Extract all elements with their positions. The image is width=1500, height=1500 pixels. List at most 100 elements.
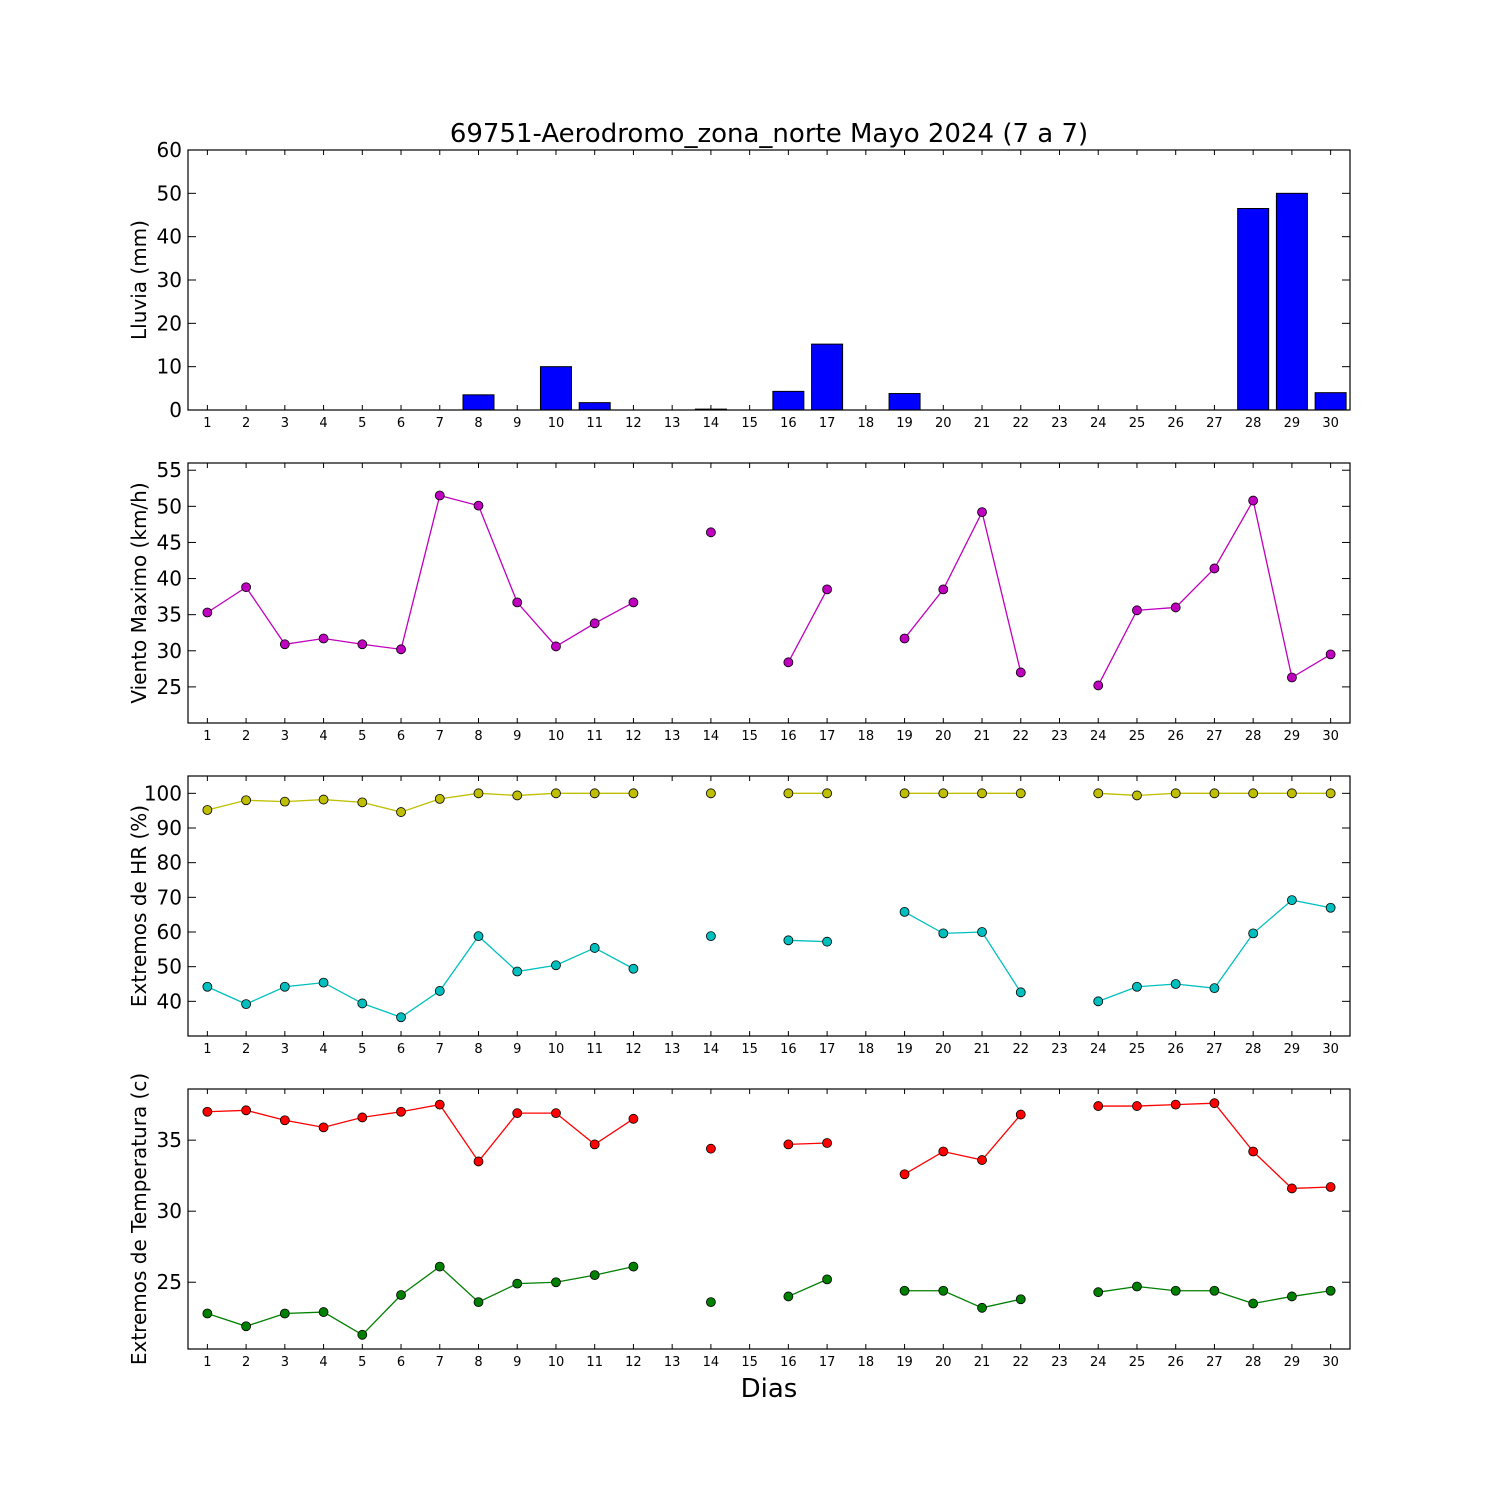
data-point (1093, 788, 1104, 799)
x-tick-label: 3 (281, 1355, 289, 1370)
data-point (1248, 1146, 1259, 1157)
data-point (706, 788, 716, 799)
data-point (434, 1099, 445, 1110)
y-axis-label: Lluvia (mm) (127, 220, 151, 340)
data-point (977, 1155, 987, 1165)
y-tick-label: 45 (157, 530, 182, 554)
x-tick-label: 9 (513, 1042, 521, 1057)
data-point (899, 788, 910, 799)
data-point (473, 931, 484, 942)
data-point (938, 928, 949, 939)
x-tick-label: 22 (1012, 1355, 1029, 1370)
x-tick-label: 27 (1206, 1355, 1223, 1370)
chart-panel-3: 1 2 3 4 5 6 7 8 9 10 11 12 13 14 15 16 17 18 19 20 21 22 23 24 2… (127, 775, 1351, 1057)
x-tick-label: 18 (858, 1042, 875, 1057)
bar (1275, 192, 1308, 411)
x-tick-label: 2 (242, 729, 250, 744)
data-point (551, 960, 561, 971)
x-tick-label: 12 (625, 416, 642, 431)
x-tick-label: 6 (397, 729, 405, 744)
series-line (788, 939, 828, 943)
x-tick-label: 4 (319, 729, 327, 744)
x-tick-label: 1 (203, 416, 211, 431)
x-tick-label: 10 (548, 416, 565, 431)
plot-frame (187, 1088, 1351, 1350)
data-point (977, 507, 987, 518)
data-point (512, 1108, 523, 1119)
y-axis-label: Viento Maximo (km/h) (127, 482, 151, 703)
x-tick-label: 18 (858, 1355, 875, 1370)
data-point (512, 597, 523, 608)
data-point (938, 788, 949, 799)
data-point (1015, 1109, 1026, 1120)
data-point (977, 927, 987, 937)
x-tick-label: 20 (935, 729, 952, 744)
x-tick-label: 4 (319, 1355, 327, 1370)
data-point (318, 977, 329, 988)
x-tick-label: 5 (358, 729, 366, 744)
data-point (396, 1106, 406, 1117)
data-point (1132, 790, 1142, 801)
y-axis-label: Extremos de HR (%) (127, 805, 151, 1007)
y-tick-label: 60 (157, 920, 182, 944)
x-tick-label: 14 (703, 1355, 720, 1370)
y-tick-label: 35 (157, 1128, 182, 1152)
data-point (977, 1302, 987, 1313)
x-tick-label: 18 (858, 416, 875, 431)
data-point (551, 1108, 561, 1119)
data-point (783, 1291, 794, 1302)
data-point (783, 788, 794, 799)
x-tick-label: 11 (586, 1355, 603, 1370)
x-tick-label: 16 (780, 1042, 797, 1057)
data-point (202, 607, 213, 618)
x-tick-label: 4 (319, 416, 327, 431)
y-tick-label: 50 (157, 955, 182, 979)
x-tick-label: 7 (436, 1042, 444, 1057)
x-tick-label: 20 (935, 416, 952, 431)
chart-panel-4: 1 2 3 4 5 6 7 8 9 10 11 12 13 14 15 16 17 18 19 20 21 22 23 24 2… (127, 1073, 1351, 1370)
series-line (1097, 498, 1331, 686)
series-line (904, 1114, 1022, 1175)
data-point (357, 1112, 368, 1123)
y-tick-label: 0 (169, 398, 182, 422)
data-point (1132, 1101, 1142, 1111)
data-point (512, 1278, 523, 1289)
x-tick-label: 3 (281, 1042, 289, 1057)
data-point (473, 1297, 484, 1308)
x-tick-label: 10 (548, 1042, 565, 1057)
x-tick-label: 24 (1090, 1355, 1107, 1370)
x-tick-label: 23 (1051, 1042, 1068, 1057)
x-tick-label: 23 (1051, 416, 1068, 431)
x-tick-label: 1 (203, 729, 211, 744)
x-tick-label: 8 (474, 416, 482, 431)
data-point (1132, 605, 1142, 616)
y-tick-label: 10 (157, 355, 182, 379)
panels: 1 2 3 4 5 6 7 8 9 10 11 12 13 14 15 16 17 18 19 20 21 22 23 24 2… (127, 138, 1351, 1370)
data-point (318, 794, 329, 805)
x-tick-label: 28 (1245, 729, 1262, 744)
data-point (202, 1308, 213, 1319)
y-tick-label: 30 (157, 268, 182, 292)
data-point (706, 1297, 716, 1308)
data-point (318, 1122, 329, 1133)
data-point (1287, 788, 1297, 799)
data-point (1170, 788, 1181, 799)
x-tick-label: 20 (935, 1042, 952, 1057)
x-tick-label: 23 (1051, 729, 1068, 744)
x-tick-label: 25 (1129, 1355, 1146, 1370)
data-point (241, 1321, 252, 1332)
x-tick-label: 26 (1167, 1042, 1184, 1057)
bar (578, 402, 611, 411)
x-tick-label: 5 (358, 1042, 366, 1057)
x-tick-label: 16 (780, 1355, 797, 1370)
data-point (589, 1139, 600, 1150)
x-tick-label: 30 (1322, 729, 1339, 744)
series-line (904, 1290, 1021, 1309)
x-tick-label: 24 (1090, 729, 1107, 744)
y-tick-label: 60 (157, 138, 182, 162)
data-point (357, 797, 368, 808)
y-tick-label: 55 (157, 458, 182, 482)
data-point (938, 584, 949, 595)
bar (539, 366, 572, 411)
x-tick-label: 9 (513, 416, 521, 431)
